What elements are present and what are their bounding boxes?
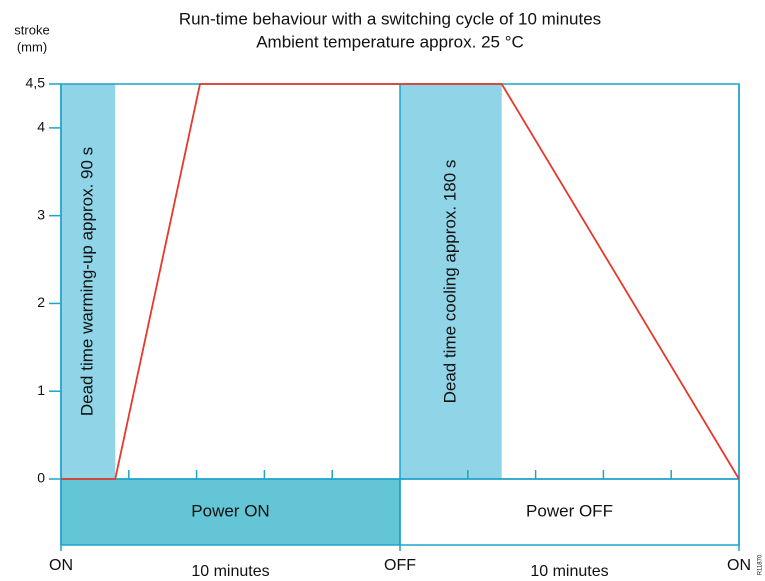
y-axis-label: (mm)	[17, 39, 47, 54]
y-axis-label: stroke	[14, 22, 49, 37]
y-tick-label: 4,5	[26, 75, 46, 91]
chart-title: Run-time behaviour with a switching cycl…	[179, 9, 601, 28]
y-tick-label: 3	[37, 206, 45, 222]
duration-label: 10 minutes	[530, 563, 608, 580]
x-tick-label: ON	[727, 557, 751, 574]
x-tick-label: ON	[49, 557, 73, 574]
y-tick-label: 4	[37, 119, 45, 135]
figure-code: R11870	[758, 554, 764, 575]
power-label: Power ON	[191, 501, 269, 520]
band-label: Dead time warming-up approx. 90 s	[78, 147, 97, 416]
x-tick-label: OFF	[384, 557, 416, 574]
stroke-line	[61, 83, 740, 480]
y-tick-label: 1	[37, 382, 45, 398]
y-tick-label: 0	[37, 470, 45, 486]
chart-subtitle: Ambient temperature approx. 25 °C	[256, 32, 524, 51]
duration-label: 10 minutes	[191, 563, 269, 580]
dead-time-band	[61, 84, 116, 479]
power-bar	[60, 478, 401, 546]
y-tick-label: 2	[37, 294, 45, 310]
dead-time-band	[400, 84, 502, 479]
band-label: Dead time cooling approx. 180 s	[440, 160, 459, 404]
power-label: Power OFF	[526, 501, 613, 520]
